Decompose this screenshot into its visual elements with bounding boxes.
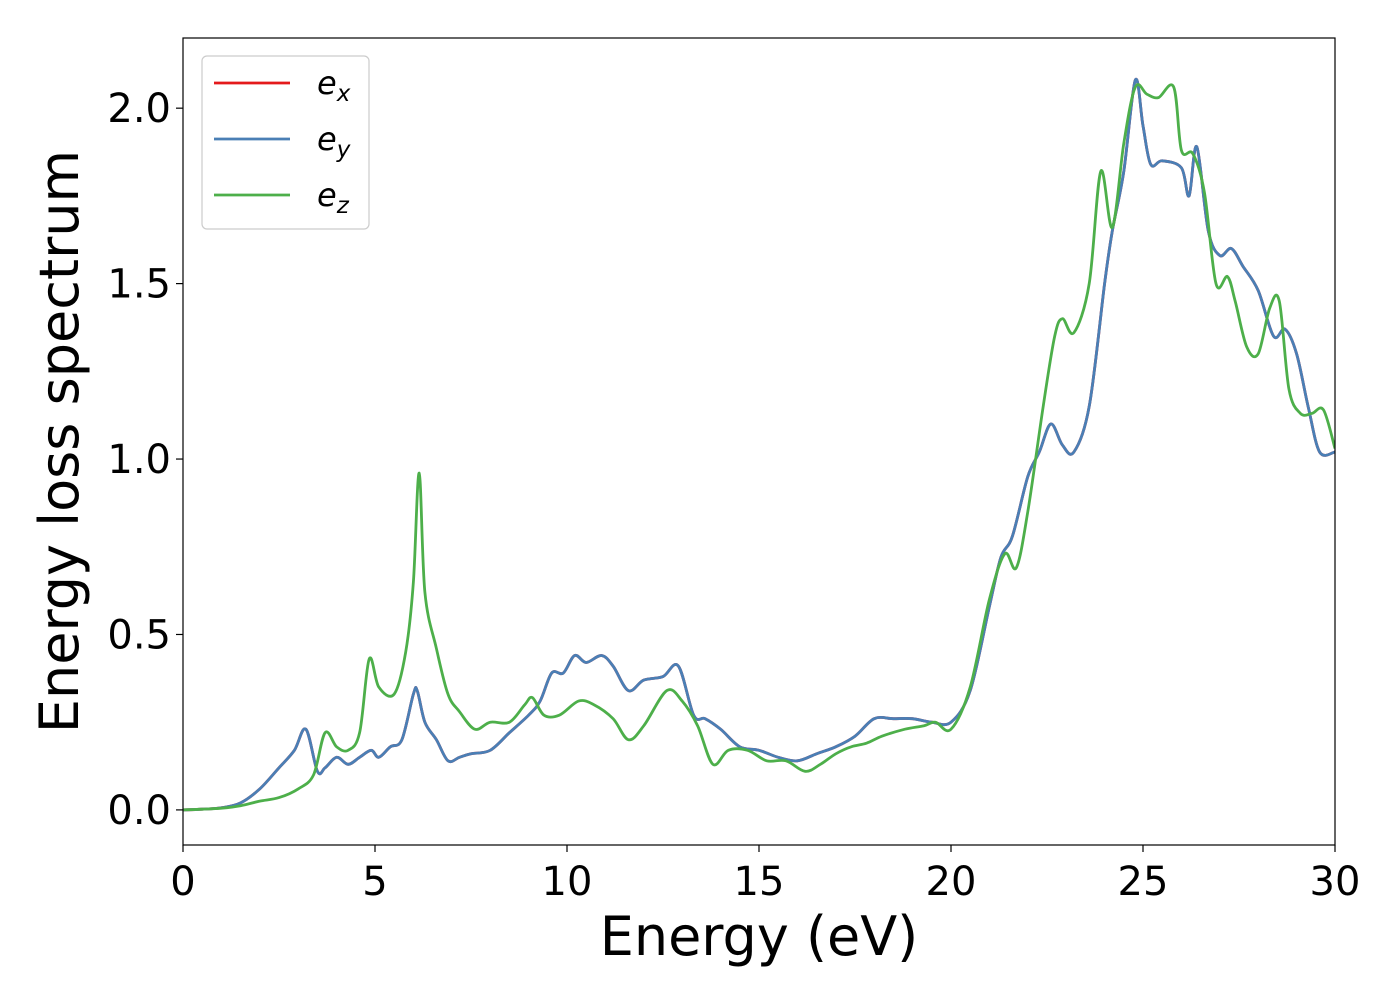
legend-box: [201, 55, 370, 230]
x-axis: 0 5 10 15 20 25 30: [170, 845, 1360, 905]
legend-label-e-z: ez: [317, 176, 350, 219]
y-tick-label: 0.0: [107, 788, 171, 834]
x-tick-label: 0: [170, 859, 195, 905]
y-tick-label: 2.0: [107, 86, 171, 132]
x-tick-label: 20: [926, 859, 977, 905]
legend-label-e-x: ex: [317, 64, 351, 107]
x-tick-label: 15: [734, 859, 785, 905]
y-axis: 0.0 0.5 1.0 1.5 2.0: [107, 86, 183, 834]
x-axis-title: Energy (eV): [600, 905, 919, 968]
x-tick-label: 25: [1118, 859, 1169, 905]
plot-lines: [183, 77, 1335, 812]
legend-label-subscript: z: [336, 193, 350, 219]
x-tick-label: 10: [542, 859, 593, 905]
y-axis-title: Energy loss spectrum: [28, 150, 91, 733]
y-tick-label: 1.5: [107, 262, 171, 308]
x-tick-label: 30: [1310, 859, 1361, 905]
legend-label-e-y: ey: [317, 120, 351, 163]
y-tick-label: 1.0: [107, 437, 171, 483]
y-tick-label: 0.5: [107, 612, 171, 658]
legend-label-subscript: y: [336, 137, 351, 163]
x-tick-label: 5: [362, 859, 387, 905]
legend-label-subscript: x: [336, 81, 351, 107]
legend-label-base: e: [317, 176, 337, 214]
series-line-e-y: [183, 77, 1335, 812]
series-line-e-z: [183, 83, 1335, 812]
legend-label-base: e: [317, 120, 337, 158]
legend-label-base: e: [317, 64, 337, 102]
